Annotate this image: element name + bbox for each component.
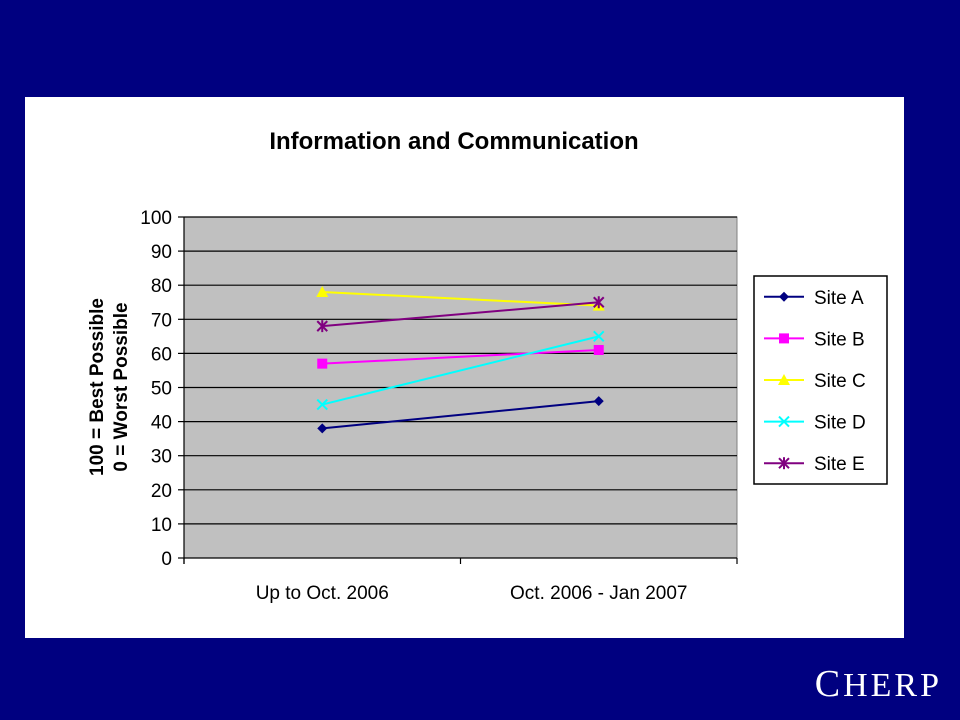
series-line	[322, 400, 599, 430]
data-point	[593, 330, 605, 343]
x-tick-label: Up to Oct. 2006	[256, 583, 389, 604]
y-tick-label: 50	[151, 379, 172, 400]
y-tick-label: 80	[151, 276, 172, 297]
square-marker	[593, 344, 604, 355]
data-point	[778, 374, 790, 385]
legend-entry-label: Site B	[814, 329, 865, 350]
data-point	[317, 358, 328, 369]
brand-logo: CHERP	[815, 662, 942, 706]
legend-entry-label: Site D	[814, 413, 866, 434]
triangle-marker	[778, 374, 790, 385]
data-point	[316, 320, 328, 333]
y-tick-label: 30	[151, 447, 172, 468]
x-marker-stroke	[593, 330, 605, 343]
data-point	[316, 398, 328, 411]
series-line	[322, 291, 599, 307]
y-tick-label: 0	[161, 549, 172, 570]
chart-title: Information and Communication	[269, 128, 638, 155]
diamond-marker	[779, 291, 789, 302]
y-tick-label: 20	[151, 481, 172, 502]
series-line	[322, 301, 599, 328]
y-tick-label: 40	[151, 413, 172, 434]
diamond-marker	[593, 396, 604, 407]
legend-entry-label: Site A	[814, 288, 864, 309]
y-axis-label: 100 = Best Possible 0 = Worst Possible	[87, 298, 132, 476]
triangle-marker	[316, 286, 329, 298]
y-axis-label-line1: 100 = Best Possible	[87, 298, 108, 476]
data-point	[779, 291, 789, 302]
line-chart: Information and Communication 0 10 20 30 40 5…	[87, 128, 888, 604]
brand-rest: HERP	[843, 667, 942, 704]
square-marker	[779, 333, 789, 344]
plot-area: 0 10 20 30 40 50 60 70 80 90 100 Up to Oct. 2006 Oct…	[140, 208, 738, 604]
x-tick-label: Oct. 2006 - Jan 2007	[510, 583, 687, 604]
series-line	[322, 348, 599, 365]
y-axis-label-line2: 0 = Worst Possible	[111, 302, 132, 471]
data-point	[317, 423, 328, 434]
data-point	[593, 296, 605, 309]
brand-first-letter: C	[814, 663, 844, 705]
series-line	[322, 335, 599, 406]
square-marker	[317, 358, 328, 369]
y-tick-label: 90	[151, 242, 172, 263]
diamond-marker	[317, 423, 328, 434]
data-point	[778, 457, 790, 470]
legend-entry-label: Site C	[814, 371, 866, 392]
x-marker-stroke	[778, 415, 790, 428]
y-tick-label: 10	[151, 515, 172, 536]
data-point	[779, 333, 789, 344]
chart-panel: Information and Communication 0 10 20 30 40 5…	[25, 97, 904, 638]
data-point	[316, 286, 329, 298]
y-tick-label: 100	[140, 208, 172, 229]
y-tick-label: 60	[151, 344, 172, 365]
data-point	[593, 396, 604, 407]
data-point	[778, 415, 790, 428]
legend-entry-label: Site E	[814, 454, 865, 475]
x-marker-stroke	[316, 398, 328, 411]
legend: Site A Site B Site C Site D Site E	[753, 275, 888, 485]
y-tick-label: 70	[151, 310, 172, 331]
data-point	[593, 344, 604, 355]
